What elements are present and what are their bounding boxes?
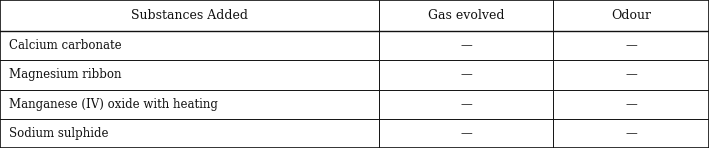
Text: Calcium carbonate: Calcium carbonate [9, 39, 121, 52]
Text: Gas evolved: Gas evolved [428, 9, 504, 22]
Text: Manganese (IV) oxide with heating: Manganese (IV) oxide with heating [9, 98, 218, 111]
Text: —: — [625, 39, 637, 52]
Text: —: — [460, 39, 472, 52]
Text: Substances Added: Substances Added [131, 9, 248, 22]
Text: —: — [625, 68, 637, 81]
Text: Odour: Odour [611, 9, 651, 22]
Text: —: — [625, 127, 637, 140]
Text: Magnesium ribbon: Magnesium ribbon [9, 68, 121, 81]
Text: —: — [625, 98, 637, 111]
Text: —: — [460, 98, 472, 111]
Text: —: — [460, 127, 472, 140]
Text: —: — [460, 68, 472, 81]
Text: Sodium sulphide: Sodium sulphide [9, 127, 108, 140]
